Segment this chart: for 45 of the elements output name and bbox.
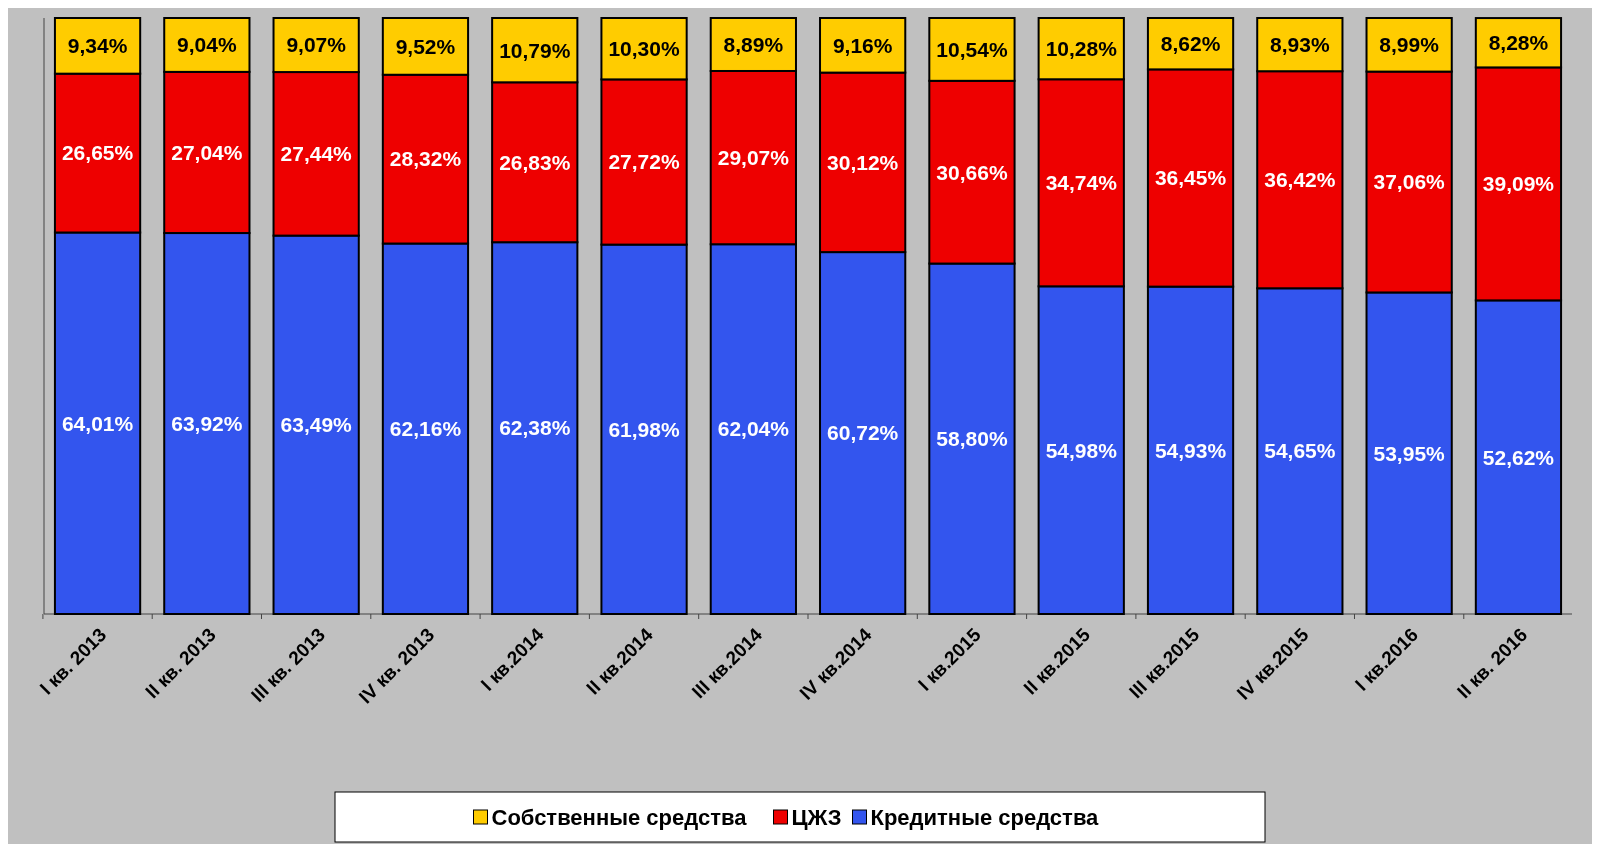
data-label: 27,44% — [280, 142, 353, 166]
data-label: 63,49% — [280, 413, 353, 437]
data-label: 9,07% — [286, 33, 347, 57]
data-label: 30,12% — [827, 150, 899, 174]
data-label: 39,09% — [1482, 172, 1555, 196]
data-label: 27,72% — [608, 150, 680, 174]
data-label: 62,38% — [499, 416, 571, 440]
data-label: 64,01% — [61, 411, 134, 435]
data-label: 8,99% — [1379, 33, 1440, 57]
data-label: 8,89% — [723, 32, 784, 56]
data-label: 36,45% — [1154, 166, 1227, 190]
data-label: 9,52% — [395, 34, 456, 58]
data-label: 34,74% — [1045, 171, 1118, 195]
data-label: 9,16% — [832, 33, 893, 57]
data-label: 36,42% — [1264, 168, 1336, 192]
legend-label: Кредитные средства — [870, 804, 1100, 830]
data-label: 10,28% — [1045, 36, 1118, 60]
data-label: 54,65% — [1264, 439, 1336, 463]
data-label: 8,93% — [1270, 32, 1330, 56]
data-label: 62,04% — [717, 417, 790, 441]
data-label: 8,28% — [1488, 31, 1549, 55]
data-label: 63,92% — [171, 411, 243, 435]
data-label: 10,54% — [936, 37, 1008, 61]
data-label: 10,30% — [608, 37, 680, 61]
data-label: 9,04% — [177, 33, 237, 57]
data-label: 58,80% — [936, 427, 1008, 451]
legend-label: Собственные средства — [491, 804, 748, 830]
data-label: 61,98% — [608, 417, 680, 441]
data-label: 9,34% — [67, 34, 128, 58]
data-label: 62,16% — [389, 417, 462, 441]
data-label: 37,06% — [1373, 170, 1446, 194]
data-label: 52,62% — [1482, 445, 1555, 469]
data-label: 26,65% — [61, 141, 134, 165]
data-label: 27,04% — [171, 140, 243, 164]
data-label: 54,93% — [1154, 438, 1227, 462]
data-label: 8,62% — [1160, 32, 1221, 56]
legend-label: ЦЖЗ — [791, 804, 842, 830]
data-label: 53,95% — [1373, 441, 1446, 465]
data-label: 26,83% — [499, 150, 571, 174]
data-label: 10,79% — [499, 38, 571, 62]
data-label: 30,66% — [936, 160, 1008, 184]
data-label: 28,32% — [389, 147, 462, 171]
data-label: 54,98% — [1045, 438, 1118, 462]
data-label: 29,07% — [717, 145, 790, 169]
data-label: 60,72% — [827, 421, 899, 445]
